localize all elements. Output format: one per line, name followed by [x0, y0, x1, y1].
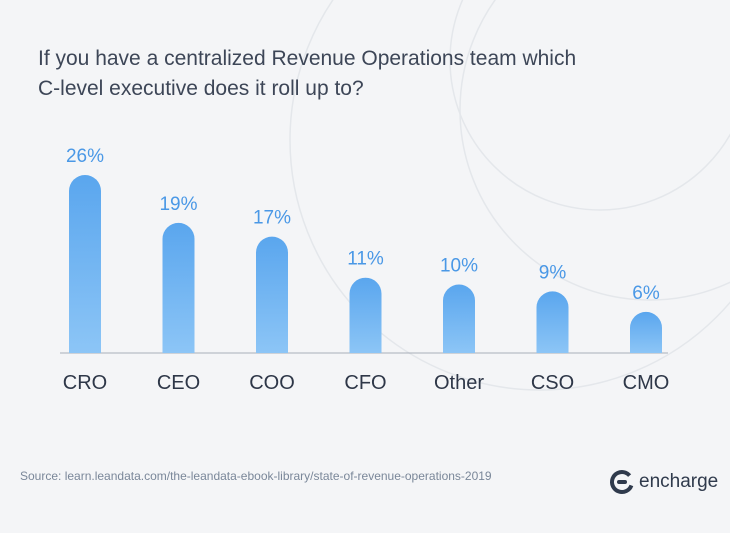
- value-label-cmo: 6%: [632, 283, 660, 304]
- bar-cso: [536, 291, 569, 353]
- value-label-cso: 9%: [539, 262, 567, 283]
- bar-cro: [69, 175, 101, 353]
- bar-cfo: [349, 277, 382, 353]
- category-label-cro: CRO: [63, 372, 107, 394]
- value-label-coo: 17%: [253, 208, 291, 229]
- source-note: Source: learn.leandata.com/the-leandata-…: [20, 469, 492, 483]
- value-label-other: 10%: [440, 256, 478, 277]
- category-label-other: Other: [434, 372, 484, 394]
- category-label-coo: COO: [249, 372, 295, 394]
- category-label-cmo: CMO: [623, 372, 670, 394]
- encharge-logo-icon: [610, 470, 634, 494]
- value-label-cro: 26%: [66, 146, 104, 167]
- bar-cmo: [630, 311, 662, 353]
- bar-ceo: [162, 222, 195, 353]
- chart-title-line-1: If you have a centralized Revenue Operat…: [38, 47, 577, 70]
- bar-chart: 26% CRO 19% CEO 17% COO 11% CFO 10% Other 9% CSO 6% C…: [60, 146, 670, 394]
- chart-title-line-2: C-level executive does it roll up to?: [38, 77, 364, 100]
- category-label-cso: CSO: [531, 372, 574, 394]
- bar-other: [443, 284, 475, 353]
- value-label-cfo: 11%: [347, 249, 384, 270]
- category-label-ceo: CEO: [157, 372, 200, 394]
- chart-title: If you have a centralized Revenue Operat…: [38, 44, 678, 104]
- brand-logo: encharge: [609, 469, 718, 495]
- bar-coo: [256, 236, 288, 353]
- category-label-cfo: CFO: [344, 372, 386, 394]
- value-label-ceo: 19%: [159, 194, 197, 215]
- brand-name: encharge: [639, 471, 719, 492]
